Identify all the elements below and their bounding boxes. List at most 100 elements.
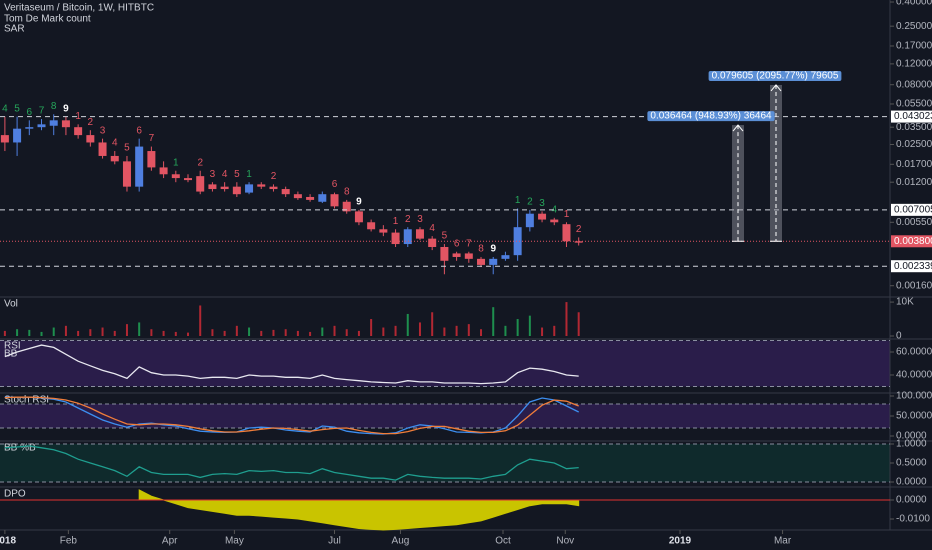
candle-body bbox=[13, 128, 22, 143]
td-count: 1 bbox=[75, 111, 81, 122]
volume-bar bbox=[113, 330, 116, 336]
candle-body bbox=[477, 258, 486, 265]
volume-bar bbox=[223, 330, 226, 336]
td-count: 4 bbox=[222, 169, 228, 180]
td-count: 5 bbox=[234, 169, 240, 180]
td-count: 1 bbox=[393, 216, 399, 227]
td-count: 9 bbox=[356, 197, 362, 208]
candle-body bbox=[159, 167, 168, 175]
candle-body bbox=[489, 258, 498, 265]
volume-bar bbox=[467, 324, 470, 336]
candle-body bbox=[330, 194, 339, 207]
target-label: 0.036464 (948.93%) 36464 bbox=[650, 111, 772, 122]
candle-body bbox=[208, 184, 217, 190]
volume-bar bbox=[260, 330, 263, 336]
volume-bar bbox=[565, 302, 568, 336]
volume-bar bbox=[40, 331, 43, 336]
volume-bar bbox=[504, 325, 507, 336]
price-level-label-box bbox=[891, 110, 932, 123]
td-count: 1 bbox=[173, 157, 179, 168]
y-tick-label: 60.0000 bbox=[896, 347, 932, 358]
volume-bar bbox=[431, 312, 434, 336]
price-level-label-box bbox=[891, 260, 932, 273]
rsi-line bbox=[4, 344, 579, 385]
y-tick-label: 50.0000 bbox=[896, 411, 932, 422]
candle-body bbox=[354, 211, 363, 223]
volume-bar bbox=[16, 329, 19, 336]
x-tick-label: Apr bbox=[162, 536, 178, 547]
pane-label: RSI bbox=[4, 341, 21, 352]
volume-bar bbox=[357, 330, 360, 336]
candle-body bbox=[37, 124, 46, 128]
td-count: 2 bbox=[405, 214, 411, 225]
candle-body bbox=[293, 194, 302, 199]
volume-bar bbox=[296, 330, 299, 336]
td-count: 2 bbox=[88, 117, 94, 128]
td-count: 4 bbox=[2, 103, 8, 114]
volume-bar bbox=[418, 322, 421, 336]
td-count: 7 bbox=[149, 133, 155, 144]
td-count: 5 bbox=[124, 143, 130, 154]
pane-label: Vol bbox=[4, 299, 18, 310]
td-count: 8 bbox=[344, 187, 350, 198]
volume-bar bbox=[394, 325, 397, 336]
volume-bar bbox=[52, 327, 55, 336]
candle-body bbox=[25, 127, 34, 129]
indicator-label: SAR bbox=[4, 24, 25, 35]
price-level-label: 0.007005 bbox=[894, 204, 932, 215]
target-arrow bbox=[732, 124, 744, 132]
volume-bar bbox=[174, 331, 177, 336]
td-count: 3 bbox=[417, 214, 423, 225]
candle-body bbox=[306, 196, 315, 200]
candle-body bbox=[61, 120, 70, 128]
td-count: 7 bbox=[39, 106, 45, 117]
volume-bar bbox=[89, 329, 92, 336]
candle-body bbox=[428, 238, 437, 247]
volume-bar bbox=[199, 305, 202, 336]
volume-bar bbox=[321, 327, 324, 336]
volume-bar bbox=[28, 329, 31, 336]
volume-bar bbox=[455, 325, 458, 336]
y-tick-label: 0.0000 bbox=[896, 431, 927, 442]
bb-line bbox=[4, 445, 579, 481]
volume-bar bbox=[406, 313, 409, 336]
td-count: 7 bbox=[466, 238, 472, 249]
td-count: 2 bbox=[527, 197, 533, 208]
td-count: 6 bbox=[136, 125, 142, 136]
pane-label: Stoch RSI bbox=[4, 395, 49, 406]
volume-bar bbox=[162, 330, 165, 336]
candle-body bbox=[415, 229, 424, 239]
volume-bar bbox=[333, 325, 336, 336]
candle-body bbox=[452, 253, 461, 257]
td-count: 6 bbox=[27, 107, 33, 118]
td-count: 3 bbox=[210, 169, 216, 180]
candle-body bbox=[574, 241, 583, 243]
volume-bar bbox=[272, 329, 275, 336]
candle-body bbox=[147, 151, 156, 168]
td-count: 4 bbox=[429, 223, 435, 234]
dpo-area bbox=[138, 489, 580, 531]
td-count: 4 bbox=[112, 138, 118, 149]
td-count: 9 bbox=[490, 244, 496, 255]
volume-bar bbox=[480, 329, 483, 336]
candle-body bbox=[98, 142, 107, 156]
volume-bar bbox=[248, 327, 251, 336]
volume-bar bbox=[516, 319, 519, 336]
price-level-label: 0.043023 bbox=[894, 111, 932, 122]
candle-body bbox=[342, 201, 351, 212]
last-price-label: 0.003800 bbox=[894, 236, 932, 247]
td-count: 6 bbox=[332, 179, 338, 190]
target-label: 0.079605 (2095.77%) 79605 bbox=[712, 71, 839, 82]
td-count: 1 bbox=[564, 209, 570, 220]
pane-label: DPO bbox=[4, 489, 26, 500]
volume-bar bbox=[309, 331, 312, 336]
candle-body bbox=[525, 213, 534, 228]
